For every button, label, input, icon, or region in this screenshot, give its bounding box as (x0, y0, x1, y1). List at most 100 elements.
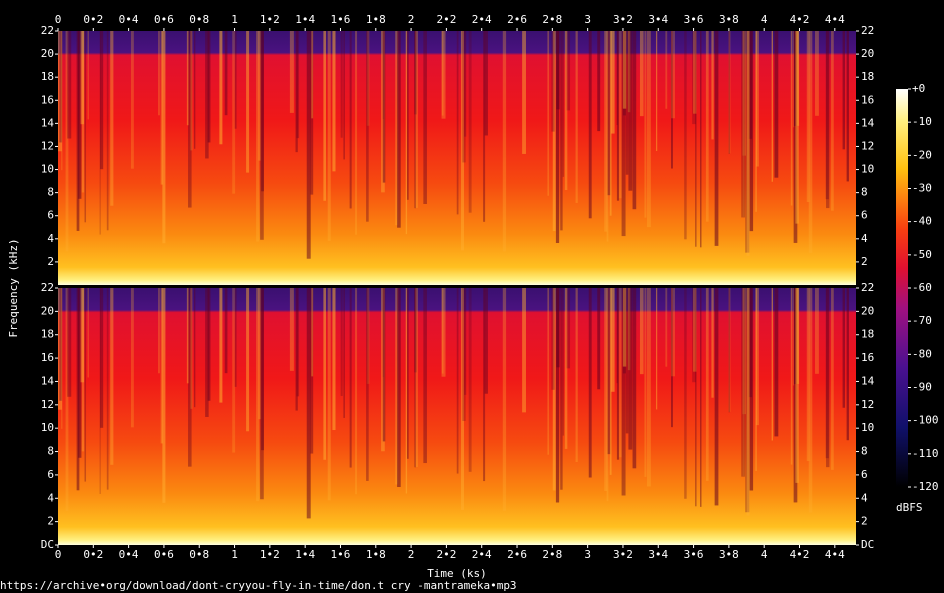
x-tick-label: 3•6 (684, 13, 704, 26)
spectral-texture (547, 31, 550, 196)
spectral-texture (575, 31, 578, 203)
spectral-texture (310, 31, 314, 195)
spectral-texture (625, 288, 629, 434)
spectral-texture (382, 288, 386, 442)
spectral-texture (607, 31, 611, 196)
spectral-texture (224, 31, 228, 116)
x-tick-label: 2•8 (542, 548, 562, 561)
spectral-texture (340, 288, 343, 396)
x-tick-label: 2•2 (436, 13, 456, 26)
colorbar-tick-label: -50 (912, 248, 932, 261)
spectral-texture (616, 288, 620, 460)
spectral-texture (621, 31, 626, 237)
spectral-texture (405, 31, 408, 235)
spectral-texture (806, 288, 810, 462)
spectral-texture (260, 288, 264, 500)
spectral-texture (792, 288, 794, 386)
y-tick-label-right: 12 (861, 139, 874, 152)
colorbar-tick-label: -30 (912, 182, 932, 195)
x-tick-label: 0•6 (154, 548, 174, 561)
y-tick-label: 10 (41, 421, 54, 434)
spectral-texture (61, 31, 63, 171)
colorbar-tick-label: -20 (912, 148, 932, 161)
x-tick-label: 2•4 (472, 13, 492, 26)
colorbar-tick-label: -10 (912, 115, 932, 128)
y-tick-label-right: 4 (861, 491, 868, 504)
y-tick-label-right: 8 (861, 186, 868, 199)
spectral-texture (745, 288, 750, 513)
spectral-texture (441, 288, 446, 377)
y-tick-label-right: 22 (861, 24, 874, 37)
spectral-texture (711, 31, 714, 140)
y-tick-label: 18 (41, 328, 54, 341)
x-tick-label: 1•6 (331, 13, 351, 26)
spectral-texture (815, 31, 819, 116)
spectral-texture (749, 31, 754, 232)
spectral-texture (842, 31, 846, 150)
y-tick-label: 6 (47, 209, 54, 222)
x-tick-label: 1•2 (260, 13, 280, 26)
spectral-texture (684, 31, 687, 240)
y-tick-label-right: 6 (861, 209, 868, 222)
spectral-texture (160, 288, 164, 444)
x-tick-label: 2 (408, 548, 415, 561)
spectral-texture (78, 288, 82, 458)
x-tick-label: 0•2 (83, 548, 103, 561)
spectral-texture (825, 31, 829, 200)
spectral-texture (588, 288, 592, 478)
spectral-texture (460, 31, 465, 251)
x-tick-label: 0•6 (154, 13, 174, 26)
spectral-texture (246, 31, 250, 173)
spectral-texture (632, 31, 637, 210)
spectral-texture (366, 31, 370, 126)
spectral-texture (556, 288, 560, 368)
y-tick-label-right: DC (861, 538, 874, 551)
spectral-texture (207, 31, 211, 143)
spectral-texture (562, 288, 565, 436)
spectral-texture (842, 288, 846, 408)
y-tick-label-right: 20 (861, 304, 874, 317)
y-tick-label-right: 4 (861, 232, 868, 245)
y-tick-label: 22 (41, 24, 54, 37)
spectral-texture (522, 31, 526, 154)
spectral-texture (695, 288, 697, 507)
spectral-texture (644, 288, 647, 477)
spectral-texture (604, 31, 608, 232)
spectral-texture (106, 288, 109, 490)
spectral-texture (846, 31, 849, 182)
spectral-texture (441, 31, 446, 119)
x-tick-label: 2•8 (542, 13, 562, 26)
y-tick-label: 2 (47, 255, 54, 268)
x-axis-label: Time (ks) (427, 567, 487, 580)
spectral-texture (588, 31, 592, 219)
spectral-texture (382, 31, 385, 120)
spectral-texture (349, 31, 352, 209)
spectral-texture (628, 31, 633, 191)
spectral-texture (76, 288, 80, 491)
x-tick-label: 3•8 (719, 548, 739, 561)
spectral-texture (806, 31, 810, 203)
spectral-texture (468, 31, 472, 213)
spectral-texture (746, 31, 750, 256)
y-tick-label-right: 14 (861, 116, 875, 129)
spectral-texture (808, 288, 813, 513)
x-tick-label: 3 (584, 13, 591, 26)
spectral-texture (100, 31, 104, 170)
spectral-texture (382, 288, 385, 378)
spectral-texture (700, 31, 702, 248)
spectral-texture (774, 31, 779, 178)
colorbar (896, 89, 908, 487)
spectral-texture (646, 288, 651, 487)
spectral-texture (831, 288, 834, 470)
x-tick-label: 1•6 (331, 548, 351, 561)
spectral-texture (80, 288, 85, 383)
spectral-texture (462, 31, 466, 163)
spectral-texture (311, 31, 314, 119)
spectral-texture (609, 288, 612, 475)
spectral-texture (343, 31, 345, 160)
y-tick-label: 12 (41, 398, 54, 411)
spectral-texture (610, 288, 615, 392)
spectral-texture (397, 288, 401, 488)
spectral-texture (59, 31, 63, 143)
